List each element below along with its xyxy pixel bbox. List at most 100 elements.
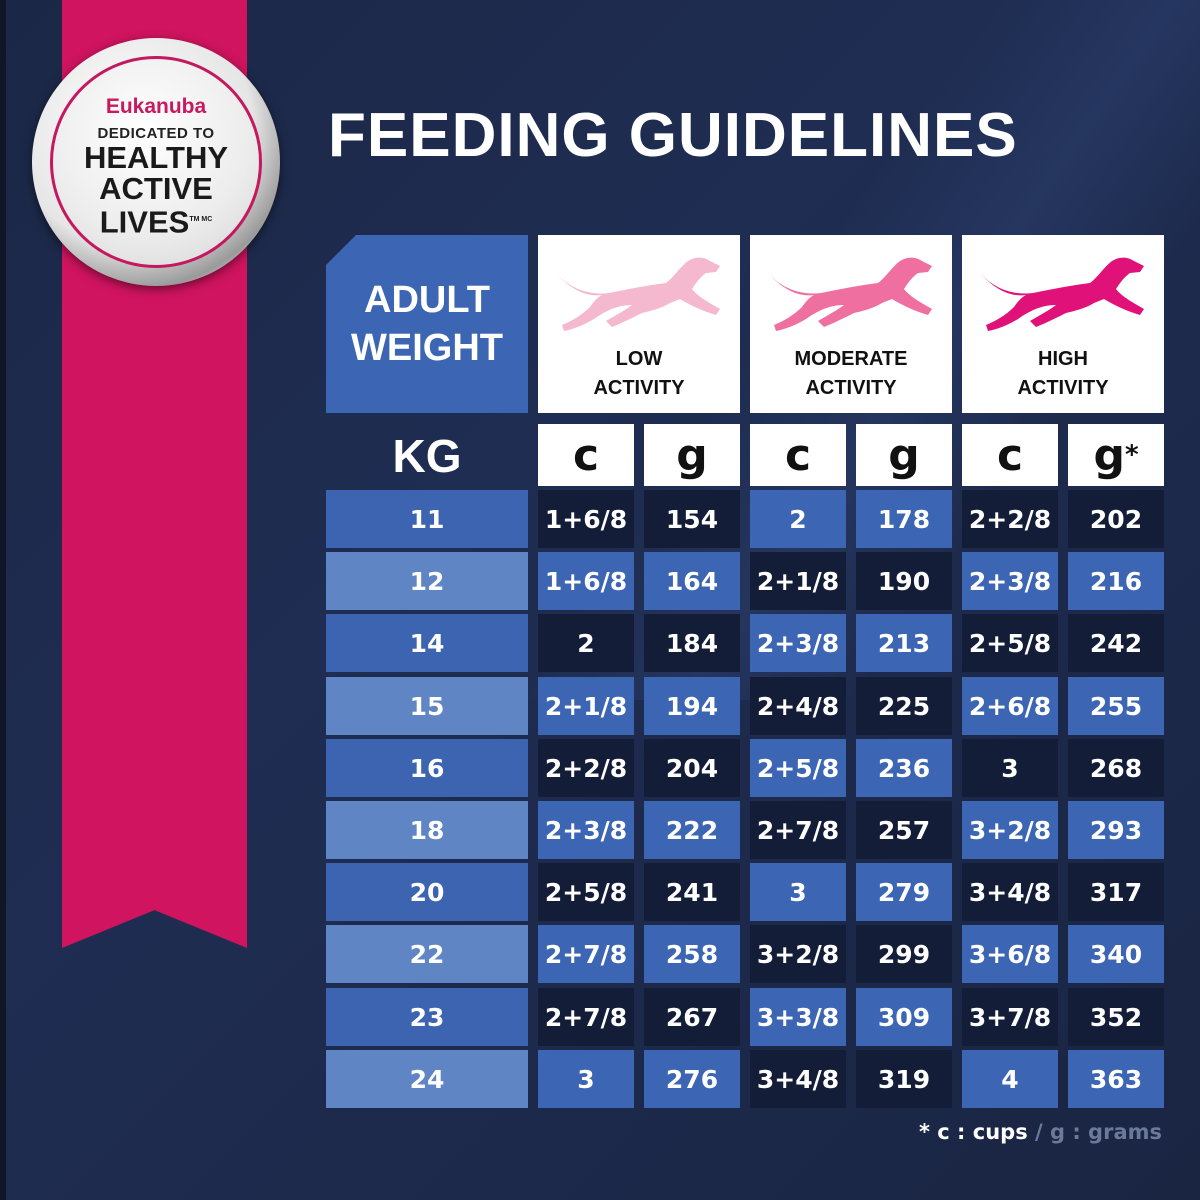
badge-inner: Eukanuba DEDICATED TO HEALTHY ACTIVE LIV… [50,56,262,268]
weight-cell: 16 [326,739,528,797]
amount-cell-grams-high: 293 [1068,801,1164,859]
amount-cell-cups-low: 1+6/8 [538,490,634,548]
amount-cell-grams-low: 222 [644,801,740,859]
amount-cell-cups-moderate: 2+3/8 [750,614,846,672]
amount-cell-grams-high: 352 [1068,988,1164,1046]
unit-footnote: * c : cups / g : grams [919,1120,1162,1144]
footnote-cups: * c : cups [919,1120,1028,1144]
brand-logo-text: Eukanuba [105,95,207,118]
amount-cell-cups-low: 2 [538,614,634,672]
amount-cell-cups-high: 2+3/8 [962,552,1058,610]
dog-silhouette-moderate [768,257,932,331]
left-frame-edge [0,0,6,1200]
amount-cell-grams-low: 164 [644,552,740,610]
amount-cell-grams-low: 204 [644,739,740,797]
amount-cell-cups-high: 3+7/8 [962,988,1058,1046]
amount-cell-grams-low: 184 [644,614,740,672]
unit-grams-high-text: g [1093,429,1125,481]
amount-cell-cups-low: 2+2/8 [538,739,634,797]
unit-grams-low: g [644,424,740,486]
badge-line-lives: LIVESTM MC [53,204,259,237]
running-dog-icon-low [556,257,720,331]
amount-cell-grams-moderate: 279 [856,863,952,921]
unit-grams-high: g * [1068,424,1164,486]
amount-cell-grams-moderate: 257 [856,801,952,859]
amount-cell-grams-moderate: 178 [856,490,952,548]
amount-cell-cups-low: 2+5/8 [538,863,634,921]
amount-cell-cups-moderate: 2+4/8 [750,677,846,735]
amount-cell-grams-moderate: 319 [856,1050,952,1108]
amount-cell-grams-moderate: 225 [856,677,952,735]
unit-cups-high: c [962,424,1058,486]
amount-cell-cups-high: 3+6/8 [962,925,1058,983]
amount-cell-grams-high: 268 [1068,739,1164,797]
amount-cell-grams-moderate: 236 [856,739,952,797]
badge-line-lives-text: LIVES [99,204,190,240]
amount-cell-grams-high: 255 [1068,677,1164,735]
weight-cell: 15 [326,677,528,735]
amount-cell-grams-low: 267 [644,988,740,1046]
page-title: FEEDING GUIDELINES [328,101,1018,170]
amount-cell-cups-low: 2+3/8 [538,801,634,859]
dog-silhouette-high [980,257,1144,331]
amount-cell-grams-high: 363 [1068,1050,1164,1108]
amount-cell-cups-moderate: 2+7/8 [750,801,846,859]
amount-cell-grams-high: 317 [1068,863,1164,921]
amount-cell-grams-low: 154 [644,490,740,548]
weight-cell: 23 [326,988,528,1046]
high-activity-header: HIGH ACTIVITY [962,235,1164,413]
trademark-mark: TM MC [189,216,213,223]
amount-cell-cups-high: 2+2/8 [962,490,1058,548]
badge-subtitle: DEDICATED TO [97,125,215,142]
amount-cell-grams-high: 340 [1068,925,1164,983]
amount-cell-grams-moderate: 190 [856,552,952,610]
amount-cell-cups-moderate: 2 [750,490,846,548]
amount-cell-cups-low: 3 [538,1050,634,1108]
moderate-activity-label: MODERATE ACTIVITY [794,348,908,399]
running-dog-icon-high [980,257,1144,331]
dog-silhouette-low [556,257,720,331]
footnote-separator: / [1027,1120,1050,1144]
amount-cell-grams-low: 241 [644,863,740,921]
amount-cell-grams-low: 258 [644,925,740,983]
unit-cups-moderate: c [750,424,846,486]
unit-grams-moderate: g [856,424,952,486]
amount-cell-cups-low: 1+6/8 [538,552,634,610]
amount-cell-cups-high: 3 [962,739,1058,797]
amount-cell-cups-moderate: 3+2/8 [750,925,846,983]
moderate-activity-header: MODERATE ACTIVITY [750,235,952,413]
amount-cell-grams-moderate: 213 [856,614,952,672]
weight-cell: 14 [326,614,528,672]
amount-cell-cups-high: 3+2/8 [962,801,1058,859]
amount-cell-grams-low: 276 [644,1050,740,1108]
asterisk-mark: * [1124,440,1139,470]
amount-cell-cups-moderate: 3+3/8 [750,988,846,1046]
kg-unit-header: KG [392,430,462,482]
eukanuba-badge: Eukanuba DEDICATED TO HEALTHY ACTIVE LIV… [32,38,280,286]
amount-cell-grams-high: 202 [1068,490,1164,548]
amount-cell-grams-moderate: 309 [856,988,952,1046]
amount-cell-cups-high: 3+4/8 [962,863,1058,921]
weight-cell: 12 [326,552,528,610]
weight-cell: 18 [326,801,528,859]
amount-cell-cups-moderate: 3+4/8 [750,1050,846,1108]
amount-cell-grams-high: 242 [1068,614,1164,672]
weight-cell: 22 [326,925,528,983]
footnote-grams: g : grams [1050,1120,1162,1144]
amount-cell-cups-low: 2+7/8 [538,988,634,1046]
unit-cups-low: c [538,424,634,486]
running-dog-icon-moderate [768,257,932,331]
badge-line-healthy: HEALTHY [83,140,229,175]
low-activity-header: LOW ACTIVITY [538,235,740,413]
amount-cell-cups-moderate: 2+5/8 [750,739,846,797]
amount-cell-grams-high: 216 [1068,552,1164,610]
weight-cell: 11 [326,490,528,548]
weight-cell: 24 [326,1050,528,1108]
amount-cell-cups-high: 2+6/8 [962,677,1058,735]
amount-cell-cups-moderate: 2+1/8 [750,552,846,610]
amount-cell-grams-low: 194 [644,677,740,735]
amount-cell-cups-low: 2+7/8 [538,925,634,983]
amount-cell-cups-high: 4 [962,1050,1058,1108]
amount-cell-cups-low: 2+1/8 [538,677,634,735]
